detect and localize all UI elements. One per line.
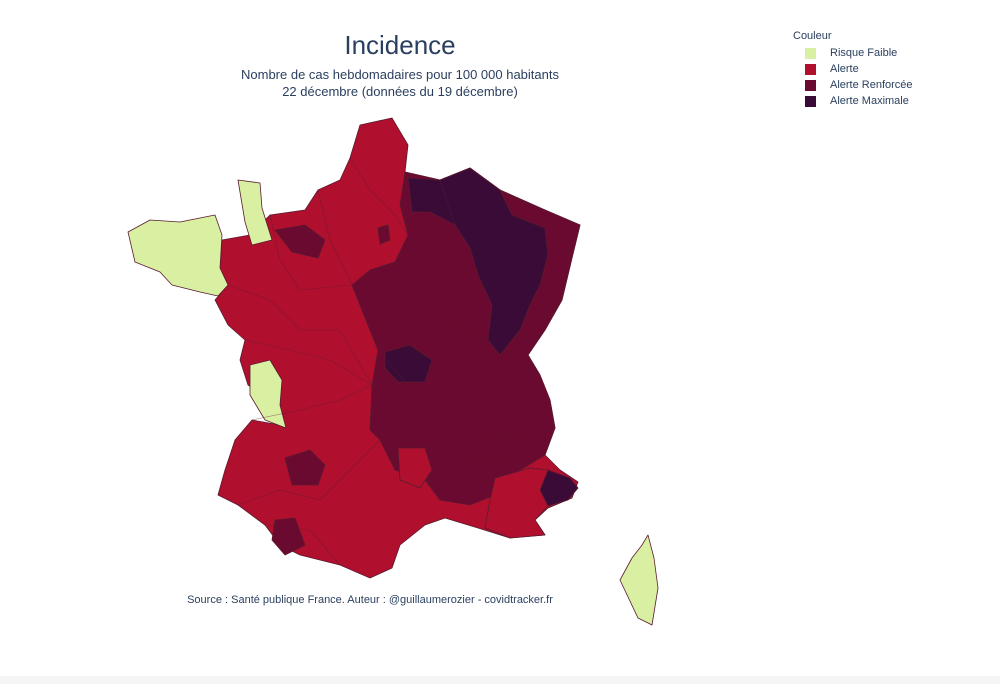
legend: Couleur Risque Faible Alerte Alerte Renf… [793, 30, 913, 109]
region-pyrenees-atlantiques[interactable] [271, 517, 306, 556]
legend-item-alerte-renforcee[interactable]: Alerte Renforcée [793, 77, 913, 93]
legend-title: Couleur [793, 30, 832, 42]
region-manche[interactable] [237, 179, 273, 246]
source-note: Source : Santé publique France. Auteur :… [187, 594, 553, 606]
legend-label: Risque Faible [830, 47, 898, 59]
region-provence-alerte[interactable] [484, 467, 549, 539]
region-lot[interactable] [284, 449, 326, 486]
legend-item-alerte[interactable]: Alerte [793, 61, 913, 77]
map-title: Incidence [344, 30, 456, 60]
subtitle-line-1: Nombre de cas hebdomadaires pour 100 000… [241, 67, 559, 82]
legend-swatch [805, 79, 816, 91]
region-paris[interactable] [377, 224, 391, 245]
legend-item-alerte-maximale[interactable]: Alerte Maximale [793, 93, 913, 109]
footer-bar [0, 676, 1000, 684]
legend-label: Alerte Maximale [830, 95, 909, 107]
legend-label: Alerte [830, 63, 859, 75]
subtitle-line-2: 22 décembre (données du 19 décembre) [282, 84, 518, 99]
region-eure-et-loir[interactable] [274, 224, 326, 259]
legend-swatch [805, 47, 816, 59]
legend-label: Alerte Renforcée [830, 79, 913, 91]
legend-item-risque-faible[interactable]: Risque Faible [793, 45, 913, 61]
region-brittany[interactable] [127, 214, 229, 297]
legend-swatch [805, 95, 816, 107]
region-corsica[interactable] [619, 534, 659, 626]
legend-swatch [805, 63, 816, 75]
region-aveyron[interactable] [397, 447, 433, 489]
region-charente-maritime[interactable] [249, 359, 287, 429]
department-borders [227, 157, 541, 566]
map-subtitle: Nombre de cas hebdomadaires pour 100 000… [150, 66, 650, 100]
